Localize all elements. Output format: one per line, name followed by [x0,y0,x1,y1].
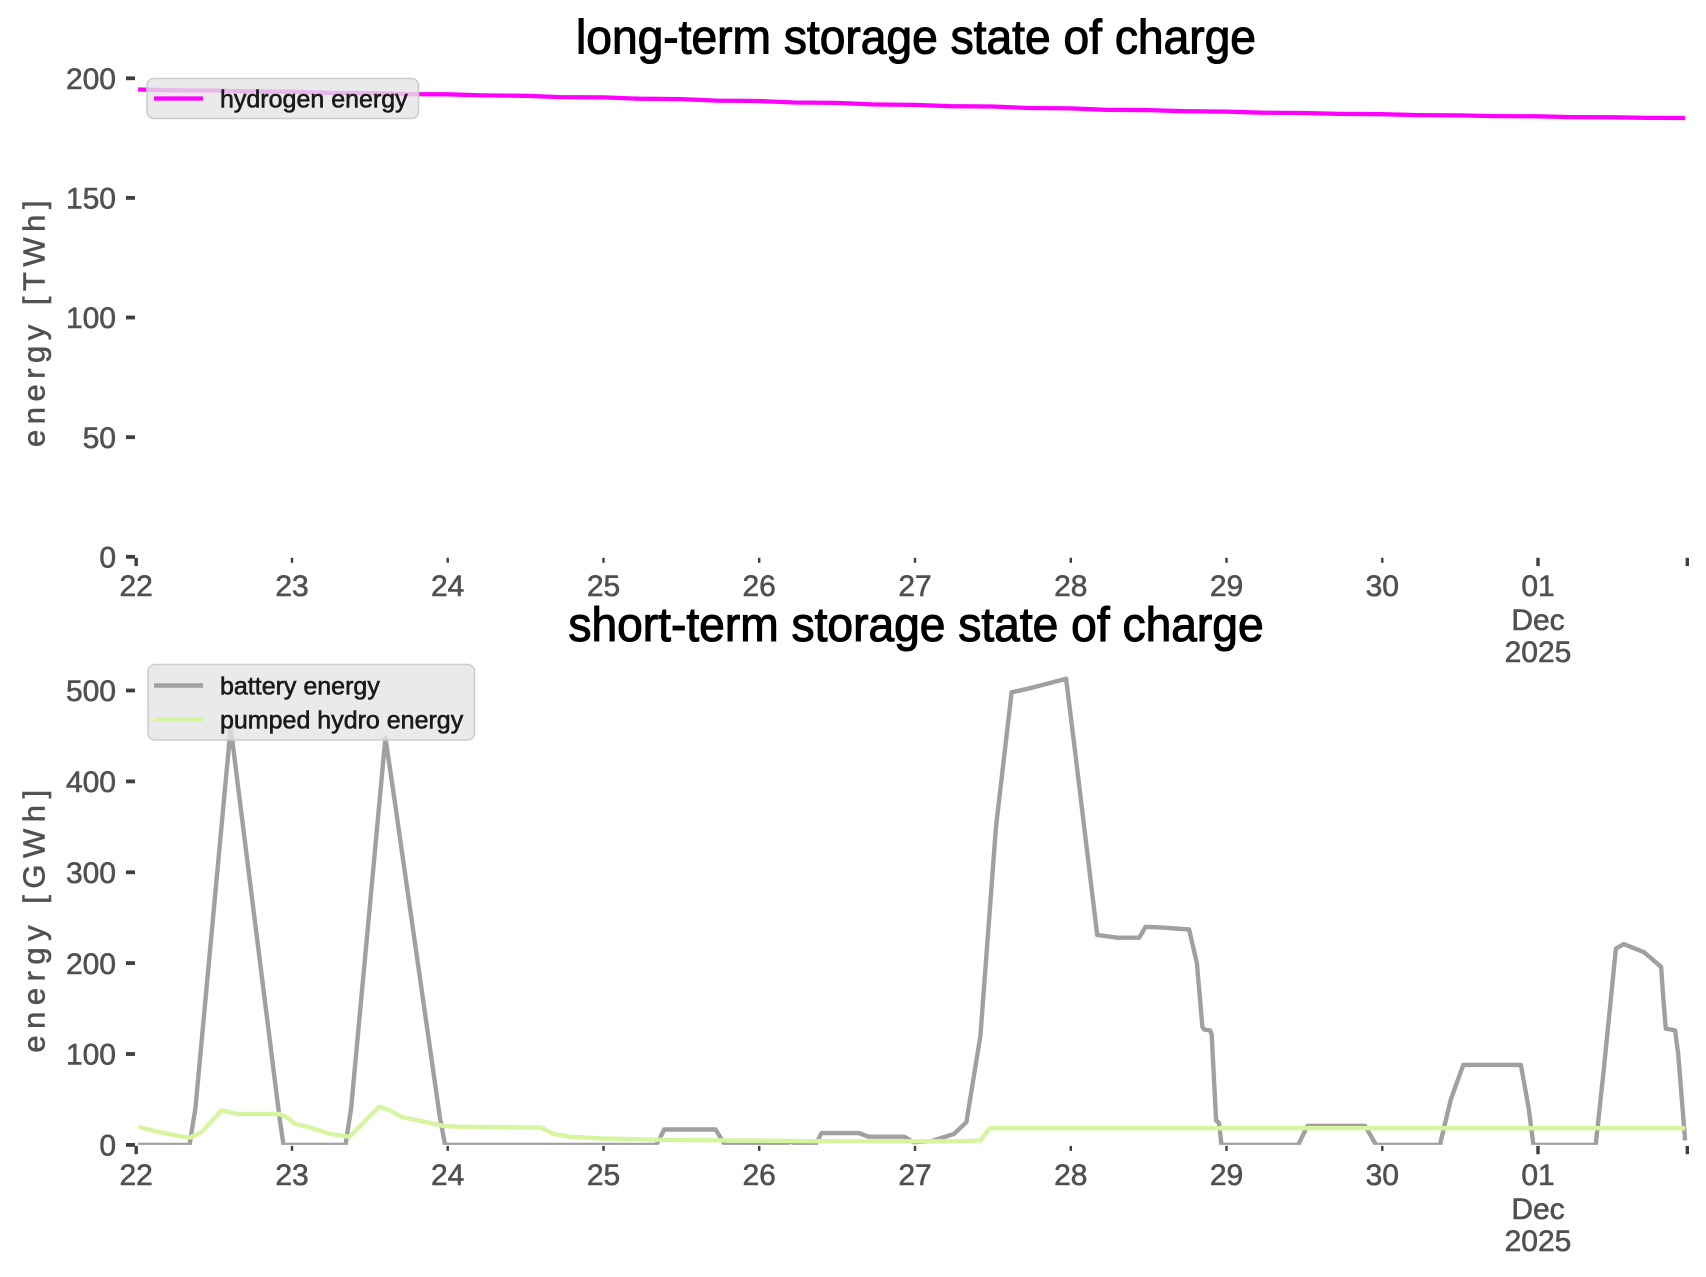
svg-text:energy [TWh]: energy [TWh] [17,195,52,447]
svg-text:22: 22 [120,570,153,603]
svg-text:300: 300 [66,857,116,890]
svg-text:200: 200 [66,63,116,96]
svg-text:Dec: Dec [1511,604,1564,637]
svg-text:2025: 2025 [1505,1225,1572,1258]
svg-text:28: 28 [1054,1159,1087,1192]
svg-text:50: 50 [83,422,116,455]
svg-text:29: 29 [1210,1159,1243,1192]
svg-text:energy [GWh]: energy [GWh] [17,783,52,1052]
svg-text:short-term storage state of ch: short-term storage state of charge [568,597,1263,651]
svg-text:24: 24 [431,1159,464,1192]
svg-text:23: 23 [275,570,308,603]
svg-text:23: 23 [275,1159,308,1192]
svg-text:150: 150 [66,183,116,216]
svg-text:100: 100 [66,1039,116,1072]
svg-text:22: 22 [120,1159,153,1192]
svg-text:26: 26 [743,1159,776,1192]
svg-text:25: 25 [587,570,620,603]
svg-text:500: 500 [66,675,116,708]
svg-text:27: 27 [898,570,931,603]
svg-text:Dec: Dec [1511,1193,1564,1226]
svg-text:30: 30 [1366,1159,1399,1192]
svg-text:2025: 2025 [1505,636,1572,669]
svg-text:01: 01 [1521,570,1554,603]
svg-text:29: 29 [1210,570,1243,603]
svg-text:0: 0 [99,1130,116,1163]
svg-text:hydrogen energy: hydrogen energy [220,86,408,114]
svg-text:0: 0 [99,542,116,575]
svg-text:25: 25 [587,1159,620,1192]
svg-text:100: 100 [66,302,116,335]
svg-text:long-term storage state of cha: long-term storage state of charge [576,10,1256,64]
svg-text:200: 200 [66,948,116,981]
svg-text:30: 30 [1366,570,1399,603]
svg-text:battery energy: battery energy [220,673,380,701]
svg-text:400: 400 [66,766,116,799]
svg-text:24: 24 [431,570,464,603]
svg-text:26: 26 [743,570,776,603]
svg-text:28: 28 [1054,570,1087,603]
svg-text:pumped hydro energy: pumped hydro energy [220,707,464,735]
svg-text:27: 27 [898,1159,931,1192]
svg-text:01: 01 [1521,1159,1554,1192]
